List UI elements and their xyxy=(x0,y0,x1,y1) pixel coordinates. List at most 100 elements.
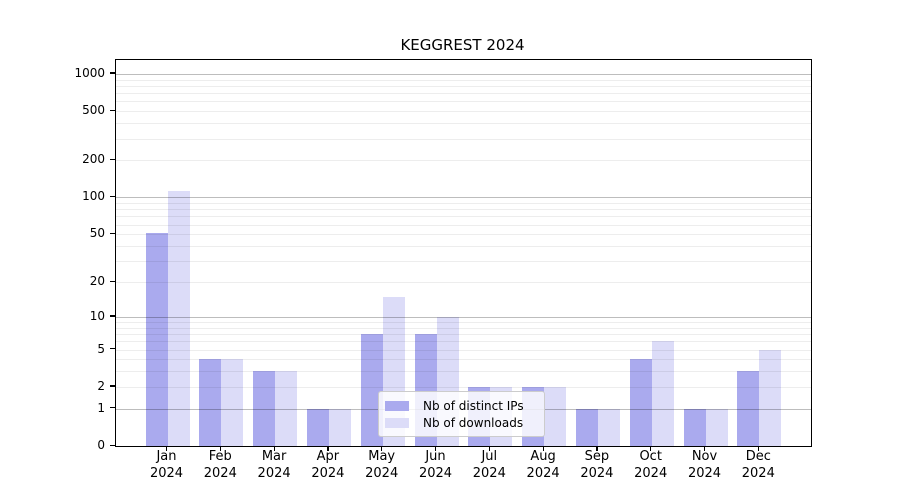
x-axis-tick-label-mar: Mar 2024 xyxy=(257,449,291,481)
y-axis-tick xyxy=(110,407,115,409)
y-axis-tick-label: 1 xyxy=(97,400,105,415)
x-axis-tick-label-jul: Jul 2024 xyxy=(472,449,506,481)
x-axis-tick xyxy=(650,446,652,451)
y-axis-tick xyxy=(110,315,115,317)
y-axis-tick-label: 100 xyxy=(82,189,105,204)
gridline-minor xyxy=(116,261,811,263)
y-axis-tick xyxy=(110,232,115,234)
x-axis-tick-label-apr: Apr 2024 xyxy=(311,449,345,481)
y-axis-tick-label: 5 xyxy=(97,341,105,356)
gridline-major xyxy=(116,73,811,75)
gridline-minor xyxy=(116,234,811,236)
y-axis-tick-label: 200 xyxy=(82,152,105,167)
gridline-minor xyxy=(116,359,811,361)
gridline-minor xyxy=(116,349,811,351)
x-axis-tick-label-feb: Feb 2024 xyxy=(203,449,237,481)
bar-distinct-ips-dec xyxy=(737,371,760,446)
y-axis-tick xyxy=(110,195,115,198)
gridline-minor xyxy=(116,334,811,336)
y-axis-tick-label: 10 xyxy=(89,308,105,323)
gridline-minor xyxy=(116,246,811,247)
plot-area xyxy=(115,59,812,447)
bar-downloads-apr xyxy=(328,408,351,446)
bar-distinct-ips-apr xyxy=(306,408,329,446)
chart-title: KEGGREST 2024 xyxy=(400,36,525,54)
x-axis-tick-label-sep: Sep 2024 xyxy=(580,449,614,481)
gridline-major xyxy=(116,197,811,199)
x-axis-tick-label-may: May 2024 xyxy=(365,449,399,481)
gridline-minor xyxy=(116,341,811,343)
y-axis-tick xyxy=(110,348,115,350)
bar-downloads-nov xyxy=(705,408,728,446)
gridline-minor xyxy=(116,224,811,226)
x-axis-tick xyxy=(166,446,168,451)
x-axis-tick xyxy=(596,446,598,451)
x-axis-tick xyxy=(542,446,544,451)
x-axis-tick-label-jan: Jan 2024 xyxy=(149,449,184,481)
y-axis-tick xyxy=(110,444,115,446)
bar-distinct-ips-oct xyxy=(629,359,652,446)
x-axis-tick-label-oct: Oct 2024 xyxy=(634,449,668,481)
gridline-minor xyxy=(116,216,811,218)
gridline-minor xyxy=(116,282,811,284)
x-axis-tick xyxy=(435,446,437,451)
gridline-minor xyxy=(116,138,811,140)
gridline-minor xyxy=(116,160,811,162)
gridline-minor xyxy=(116,93,811,95)
x-axis-tick xyxy=(757,446,759,451)
x-axis-tick xyxy=(327,446,329,451)
bar-downloads-mar xyxy=(275,371,298,446)
legend-entry-downloads: Nb of downloads xyxy=(385,416,536,430)
x-axis-tick xyxy=(381,446,383,451)
bar-distinct-ips-may xyxy=(360,334,383,446)
y-axis-tick-label: 500 xyxy=(82,103,105,118)
legend-label-downloads: Nb of downloads xyxy=(423,415,524,430)
y-axis-tick xyxy=(110,280,115,282)
legend: Nb of distinct IPs Nb of downloads xyxy=(378,391,545,437)
gridline-minor xyxy=(116,203,811,205)
legend-entry-distinct-ips: Nb of distinct IPs xyxy=(385,399,536,413)
y-axis-tick-label: 1000 xyxy=(74,65,105,80)
y-axis-tick-label: 50 xyxy=(89,226,105,241)
gridline-minor xyxy=(116,79,811,81)
bar-distinct-ips-nov xyxy=(683,408,706,446)
gridline-minor xyxy=(116,327,811,329)
gridline-minor xyxy=(116,111,811,113)
x-axis-tick-label-nov: Nov 2024 xyxy=(687,449,722,481)
bar-downloads-oct xyxy=(651,341,674,446)
x-axis-tick xyxy=(273,446,275,451)
x-axis-tick xyxy=(704,446,706,451)
gridline-minor xyxy=(116,123,811,125)
gridline-major xyxy=(116,316,811,318)
x-axis-tick xyxy=(219,446,221,451)
x-axis-tick-label-aug: Aug 2024 xyxy=(526,449,560,481)
bar-downloads-jan xyxy=(167,191,190,446)
bar-downloads-dec xyxy=(759,349,782,446)
gridline-minor xyxy=(116,322,811,323)
bar-downloads-aug xyxy=(544,386,567,446)
y-axis-tick xyxy=(110,158,115,161)
y-axis-tick xyxy=(110,72,115,74)
gridline-minor xyxy=(116,85,811,87)
gridline-minor xyxy=(116,386,811,388)
y-axis-tick-label: 0 xyxy=(97,438,105,452)
y-axis-tick-label: 20 xyxy=(89,274,105,289)
y-axis-tick-label: 2 xyxy=(97,378,105,393)
x-axis-tick-label-jun: Jun 2024 xyxy=(418,449,453,481)
bar-distinct-ips-sep xyxy=(575,408,598,446)
x-axis-tick xyxy=(488,446,490,451)
gridline-minor xyxy=(116,371,811,373)
gridline-minor xyxy=(116,101,811,103)
legend-swatch-downloads xyxy=(385,417,409,428)
x-axis-tick-label-dec: Dec 2024 xyxy=(741,449,775,481)
bar-distinct-ips-jan xyxy=(145,233,168,446)
y-axis-tick xyxy=(110,109,115,111)
bar-distinct-ips-mar xyxy=(253,371,276,446)
bar-downloads-feb xyxy=(221,359,244,446)
bar-downloads-sep xyxy=(597,408,620,446)
y-axis-tick xyxy=(110,385,115,387)
gridline-minor xyxy=(116,209,811,211)
legend-label-distinct-ips: Nb of distinct IPs xyxy=(423,398,524,413)
legend-swatch-distinct-ips xyxy=(385,400,409,411)
